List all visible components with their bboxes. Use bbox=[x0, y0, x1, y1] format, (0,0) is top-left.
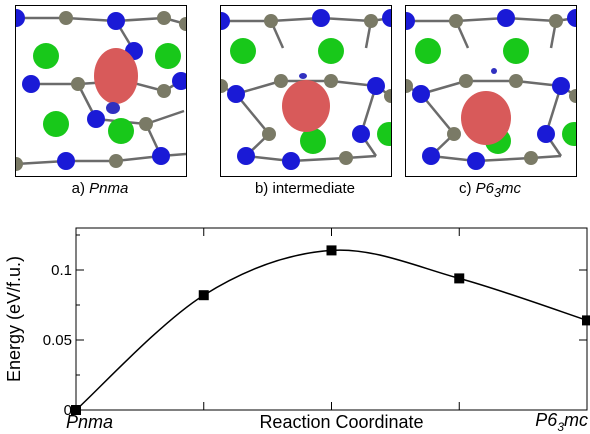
carbon-atom bbox=[509, 74, 523, 88]
data-point bbox=[326, 245, 337, 256]
carbon-atom bbox=[59, 11, 73, 25]
isosurface-red bbox=[282, 80, 330, 132]
structure-image-intermediate bbox=[221, 9, 391, 170]
nitrogen-atom bbox=[497, 9, 515, 27]
carbon-atom bbox=[262, 127, 276, 141]
carbon-atom bbox=[384, 89, 391, 103]
y-axis-label: Energy (eV/f.u.) bbox=[4, 256, 24, 382]
carbon-atom bbox=[264, 14, 278, 28]
isosurface-blue bbox=[299, 73, 307, 79]
nitrogen-atom bbox=[412, 85, 430, 103]
nitrogen-atom bbox=[152, 147, 170, 165]
nitrogen-atom bbox=[172, 72, 186, 90]
structure-panel-pnma bbox=[15, 5, 187, 177]
carbon-atom bbox=[459, 74, 473, 88]
carbon-atom bbox=[157, 84, 171, 98]
caption-label: Pnma bbox=[89, 180, 129, 197]
isosurface-red bbox=[461, 91, 511, 145]
chlorine-atom bbox=[415, 38, 441, 64]
data-point bbox=[198, 290, 209, 301]
bond bbox=[290, 156, 347, 163]
carbon-atom bbox=[339, 151, 353, 165]
energy-chart: 0 0.05 0.1 Energy (eV/f.u.) Reaction Coord… bbox=[4, 227, 590, 434]
chlorine-atom bbox=[33, 43, 59, 69]
caption-label: intermediate bbox=[272, 180, 356, 197]
nitrogen-atom bbox=[57, 152, 75, 170]
nitrogen-atom bbox=[552, 77, 570, 95]
bond bbox=[475, 156, 532, 163]
caption-intermediate: b) intermediate bbox=[210, 180, 400, 197]
structure-panel-p63mc bbox=[405, 5, 577, 177]
carbon-atom bbox=[449, 14, 463, 28]
carbon-atom bbox=[364, 14, 378, 28]
data-point bbox=[71, 405, 81, 415]
chlorine-atom bbox=[43, 111, 69, 137]
carbon-atom bbox=[157, 11, 171, 25]
y-tick-label: 0 bbox=[64, 402, 72, 419]
chlorine-atom bbox=[318, 38, 344, 64]
isosurface-red bbox=[94, 48, 138, 104]
energy-curve bbox=[75, 249, 588, 411]
carbon-atom bbox=[524, 151, 538, 165]
carbon-atom bbox=[447, 127, 461, 141]
y-tick-label: 0.05 bbox=[43, 332, 72, 349]
nitrogen-atom bbox=[312, 9, 330, 27]
carbon-atom bbox=[221, 79, 228, 93]
carbon-atom bbox=[406, 79, 413, 93]
caption-p63mc: c) P63mc bbox=[395, 180, 585, 200]
nitrogen-atom bbox=[227, 85, 245, 103]
carbon-atom bbox=[549, 14, 563, 28]
chlorine-atom bbox=[108, 118, 134, 144]
chlorine-atom bbox=[562, 122, 576, 146]
carbon-atom bbox=[274, 74, 288, 88]
nitrogen-atom bbox=[16, 9, 25, 27]
chlorine-atom bbox=[377, 122, 391, 146]
chlorine-atom bbox=[300, 128, 326, 154]
chlorine-atom bbox=[155, 43, 181, 69]
carbon-atom bbox=[139, 117, 153, 131]
nitrogen-atom bbox=[537, 125, 555, 143]
isosurface-blue bbox=[106, 102, 120, 114]
nitrogen-atom bbox=[422, 147, 440, 165]
carbon-atom bbox=[324, 74, 338, 88]
nitrogen-atom bbox=[22, 75, 40, 93]
caption-letter: b) bbox=[254, 180, 269, 197]
nitrogen-atom bbox=[382, 9, 391, 27]
structure-panel-intermediate bbox=[220, 5, 392, 177]
chlorine-atom bbox=[503, 38, 529, 64]
carbon-atom bbox=[179, 17, 186, 31]
y-tick-label: 0.1 bbox=[51, 262, 72, 279]
caption-label: P63mc bbox=[475, 180, 521, 200]
nitrogen-atom bbox=[567, 9, 576, 27]
carbon-atom bbox=[16, 157, 23, 171]
isosurface-blue bbox=[491, 68, 497, 74]
carbon-atom bbox=[569, 89, 576, 103]
data-point bbox=[454, 273, 465, 284]
carbon-atom bbox=[109, 154, 123, 168]
carbon-atom bbox=[71, 77, 85, 91]
chlorine-atom bbox=[230, 38, 256, 64]
structure-image-pnma bbox=[16, 9, 186, 171]
nitrogen-atom bbox=[87, 110, 105, 128]
nitrogen-atom bbox=[352, 125, 370, 143]
structure-image-p63mc bbox=[406, 9, 576, 170]
nitrogen-atom bbox=[107, 12, 125, 30]
caption-letter: a) bbox=[71, 180, 85, 197]
nitrogen-atom bbox=[237, 147, 255, 165]
x-start-label: Pnma bbox=[66, 412, 113, 432]
nitrogen-atom bbox=[406, 12, 415, 30]
nitrogen-atom bbox=[221, 12, 230, 30]
x-axis-label: Reaction Coordinate bbox=[259, 412, 423, 432]
caption-pnma: a) Pnma bbox=[5, 180, 195, 197]
nitrogen-atom bbox=[367, 77, 385, 95]
nitrogen-atom bbox=[282, 152, 300, 170]
caption-letter: c) bbox=[459, 180, 472, 197]
nitrogen-atom bbox=[467, 152, 485, 170]
x-end-label: P63mc bbox=[535, 410, 588, 434]
data-point bbox=[582, 315, 590, 326]
